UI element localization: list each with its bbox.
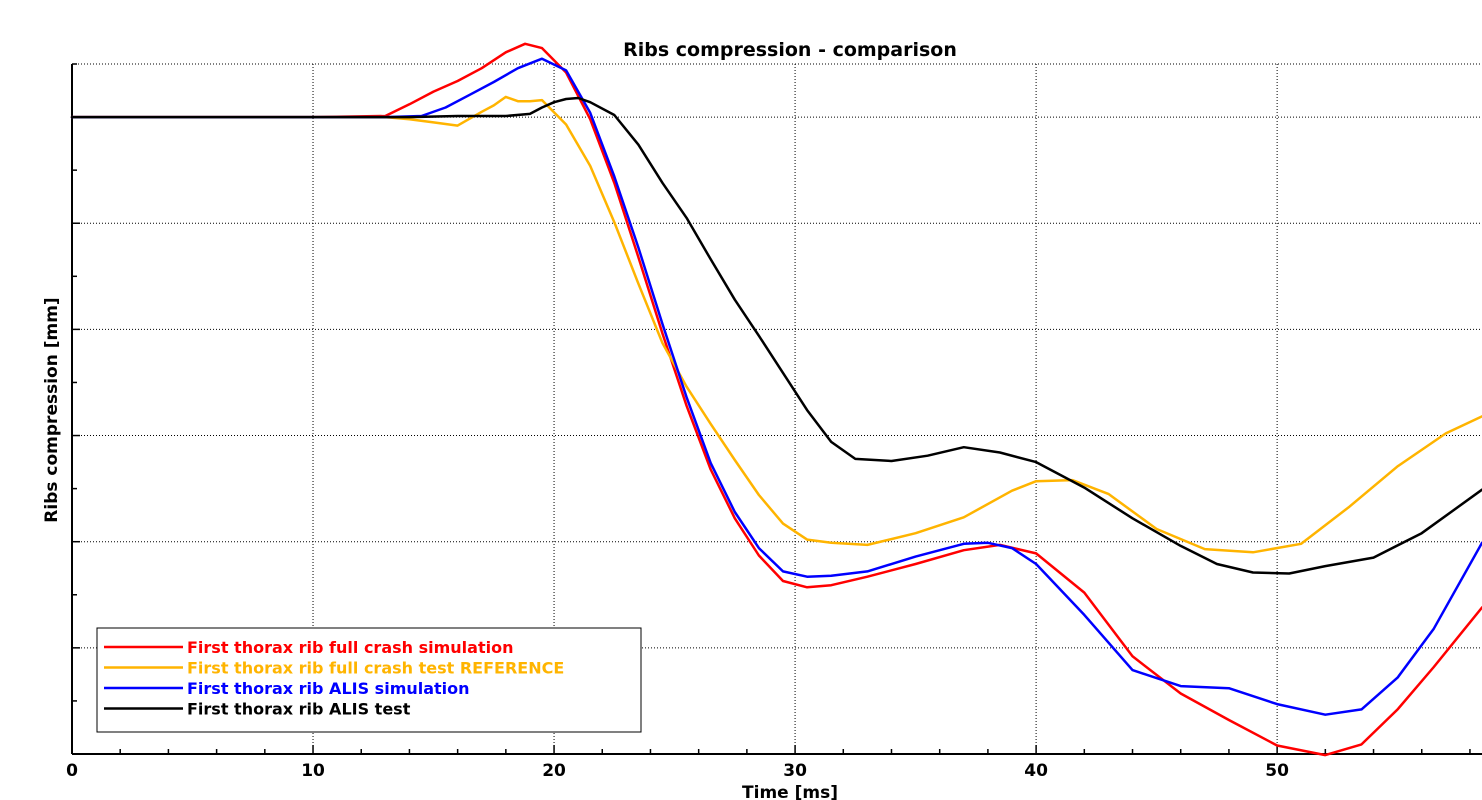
x-tick-label: 40: [1024, 761, 1048, 781]
series-line-1: [70, 42, 1482, 757]
x-tick-label: 0: [66, 761, 78, 781]
legend: First thorax rib full crash simulation Fi…: [96, 627, 642, 733]
legend-label: First thorax rib ALIS simulation: [187, 679, 470, 698]
x-tick-label: 10: [301, 761, 325, 781]
legend-label: First thorax rib ALIS test: [187, 700, 411, 719]
legend-label: First thorax rib full crash test REFEREN…: [187, 659, 564, 678]
y-axis-label: Ribs compression [mm]: [42, 297, 62, 522]
series-line-2: [70, 95, 1482, 554]
series-line-3: [70, 57, 1482, 716]
legend-label: First thorax rib full crash simulation: [187, 638, 513, 657]
series-lines: [70, 42, 1482, 757]
legend-box: [96, 627, 642, 733]
series-line-4: [70, 96, 1482, 575]
x-ticks: 0 10 20 30 40 50: [66, 745, 1471, 781]
x-tick-label: 30: [783, 761, 807, 781]
x-tick-label: 20: [542, 761, 566, 781]
x-axis-label: Time [ms]: [742, 783, 838, 800]
chart-title: Ribs compression - comparison: [623, 39, 957, 61]
x-tick-label: 50: [1265, 761, 1289, 781]
